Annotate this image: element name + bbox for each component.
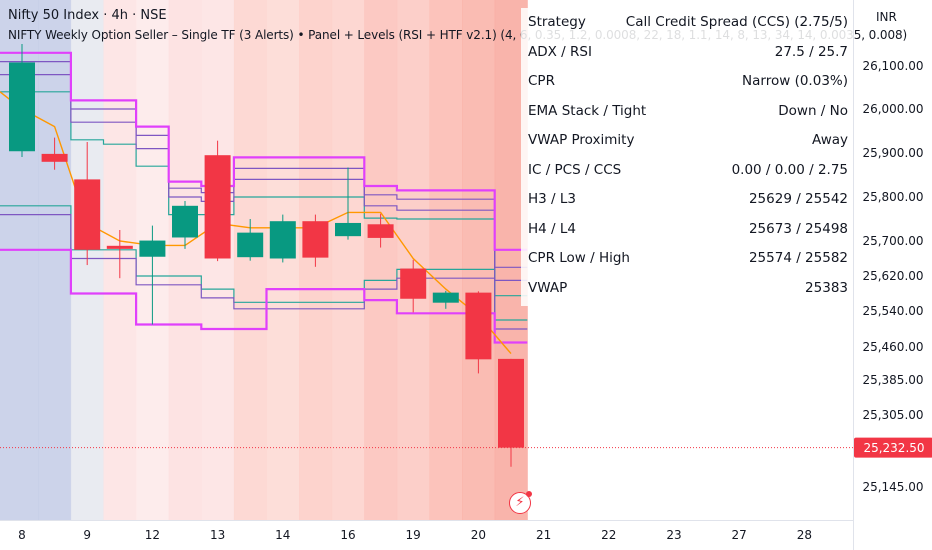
panel-row-vwap: VWAP 25383 [521,274,853,303]
band-outer-lower-line [0,248,528,344]
last-price-label[interactable]: 25,232.50 [863,441,924,455]
band-outer-upper-line [0,51,528,251]
y-tick-label-1: 26,000.00 [862,102,923,116]
panel-value: Narrow (0.03%) [742,73,848,89]
x-tick-label-12: 28 [797,528,812,542]
background-shade-10 [331,0,365,520]
y-tick-label-8: 25,385.00 [862,373,923,387]
x-tick-label-5: 16 [340,528,355,542]
candle-body-1[interactable] [41,153,68,162]
panel-row-cpr: CPR Narrow (0.03%) [521,67,853,96]
y-tick-label-4: 25,700.00 [862,234,923,248]
panel-row-h3-l3: H3 / L3 25629 / 25542 [521,185,853,214]
x-tick-label-0: 8 [18,528,26,542]
candle-body-15[interactable] [498,358,524,448]
panel-label: IC / PCS / CCS [528,161,622,178]
x-tick-label-11: 27 [732,528,747,542]
panel-value: Down / No [778,102,848,119]
candle-body-10[interactable] [335,222,361,237]
panel-row-ema-stack: EMA Stack / Tight Down / No [521,97,853,126]
lightning-alert-icon[interactable]: ⚡ [509,491,532,514]
candle-body-12[interactable] [400,268,427,299]
candle-body-7[interactable] [237,232,264,258]
panel-row-ic-pcs-ccs: IC / PCS / CCS 0.00 / 0.00 / 2.75 [521,156,853,185]
panel-label: Strategy [528,14,586,30]
panel-label: CPR [528,73,555,89]
background-shade-14 [462,0,496,520]
y-tick-label-6: 25,540.00 [862,304,923,318]
x-tick-label-8: 21 [536,528,551,542]
candle-body-0[interactable] [9,62,35,152]
y-tick-label-3: 25,800.00 [862,190,923,204]
panel-value: 25629 / 25542 [748,191,848,207]
panel-row-strategy: Strategy Call Credit Spread (CCS) (2.75/… [521,8,853,37]
notification-dot-icon [526,491,532,497]
panel-value: 0.00 / 0.00 / 2.75 [731,161,848,178]
candle-body-2[interactable] [74,179,101,250]
panel-label: VWAP [528,279,568,296]
panel-label: CPR Low / High [528,250,630,266]
candle-body-14[interactable] [465,292,492,360]
y-tick-label-0: 26,100.00 [862,59,923,73]
panel-value: 25673 / 25498 [748,220,848,237]
candle-body-13[interactable] [432,292,459,303]
x-tick-label-9: 22 [601,528,616,542]
candle-body-5[interactable] [172,205,198,238]
panel-value: Away [812,132,848,148]
candle-body-3[interactable] [106,245,133,249]
x-tick-label-3: 13 [210,528,225,542]
background-shade-11 [364,0,398,520]
panel-value: 25574 / 25582 [748,250,848,266]
y-tick-label-9: 25,305.00 [862,408,923,422]
panel-value: 27.5 / 25.7 [774,43,848,60]
panel-label: VWAP Proximity [528,132,635,148]
y-tick-label-10: 25,145.00 [862,480,923,494]
x-tick-label-2: 12 [145,528,160,542]
currency-selector[interactable]: INR [876,10,897,24]
panel-label: ADX / RSI [528,43,592,60]
x-tick-label-7: 20 [471,528,486,542]
background-shade-1 [38,0,72,520]
y-tick-label-2: 25,900.00 [862,146,923,160]
background-shade-5 [168,0,202,520]
panel-value: Call Credit Spread (CCS) (2.75/5) [625,14,848,30]
panel-label: H4 / L4 [528,220,576,237]
candle-body-11[interactable] [367,224,394,238]
x-tick-label-6: 19 [406,528,421,542]
panel-row-vwap-proximity: VWAP Proximity Away [521,126,853,155]
background-shade-13 [429,0,463,520]
band-mid-lower-line [0,205,528,321]
last-price-label-bg [854,437,932,458]
symbol-title[interactable]: Nifty 50 Index · 4h · NSE [8,8,167,23]
panel-label: EMA Stack / Tight [528,102,647,119]
status-panel: Strategy Call Credit Spread (CCS) (2.75/… [521,8,853,306]
y-tick-label-7: 25,460.00 [862,340,923,354]
x-tick-label-4: 14 [275,528,290,542]
panel-row-h4-l4: H4 / L4 25673 / 25498 [521,215,853,244]
x-tick-label-10: 23 [666,528,681,542]
y-tick-label-5: 25,620.00 [862,269,923,283]
panel-value: 25383 [805,279,848,296]
x-tick-label-1: 9 [83,528,91,542]
candle-body-8[interactable] [269,221,296,259]
candle-body-6[interactable] [204,155,231,259]
panel-label: H3 / L3 [528,191,576,207]
candle-body-4[interactable] [139,240,166,257]
panel-row-adx-rsi: ADX / RSI 27.5 / 25.7 [521,38,853,67]
panel-row-cpr-low-high: CPR Low / High 25574 / 25582 [521,244,853,273]
candle-body-9[interactable] [302,221,329,258]
